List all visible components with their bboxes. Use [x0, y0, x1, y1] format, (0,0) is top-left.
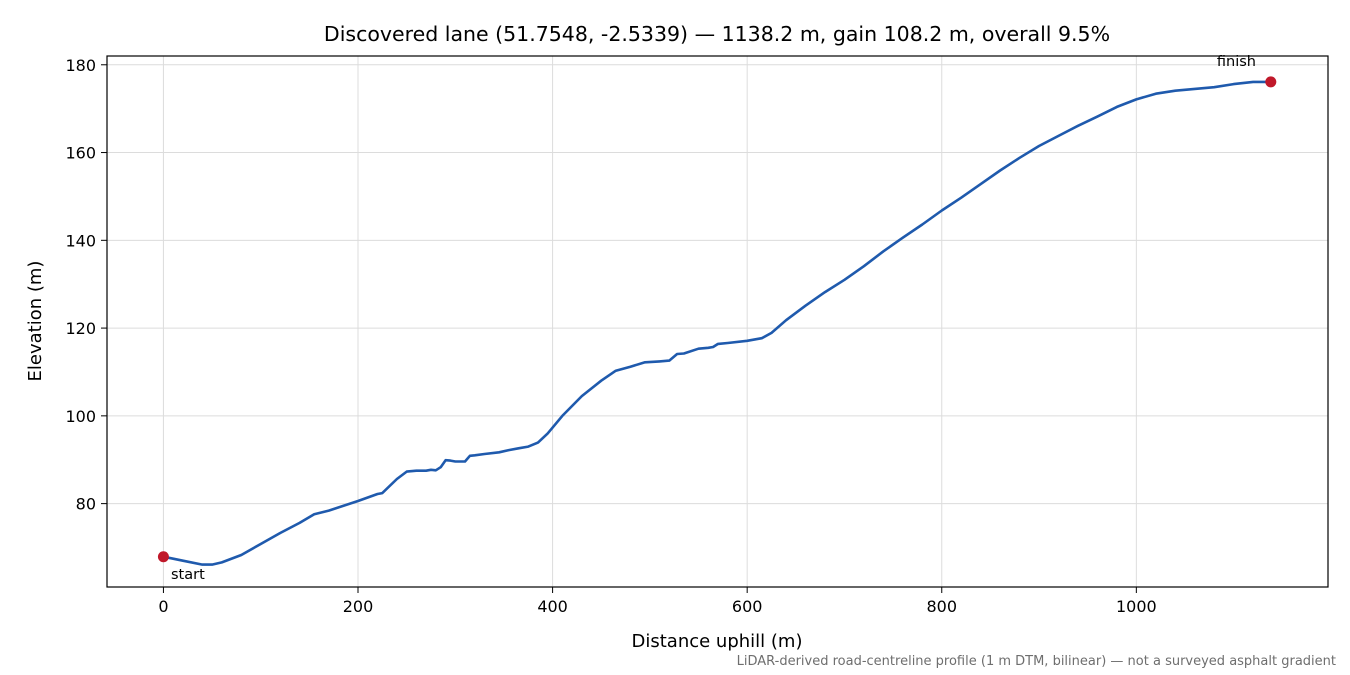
x-tick-label: 1000 [1116, 597, 1157, 616]
y-tick-label: 100 [65, 407, 96, 426]
start-marker [157, 551, 169, 563]
y-tick-label: 160 [65, 144, 96, 163]
chart-title: Discovered lane (51.7548, -2.5339) — 113… [324, 22, 1110, 46]
footnote: LiDAR-derived road-centreline profile (1… [737, 654, 1336, 669]
axis-ticks: 0 200 400 600 800 1000 80 100 120 140 160 180 [65, 56, 1156, 616]
y-tick-label: 120 [65, 319, 96, 338]
y-tick-label: 80 [76, 495, 96, 514]
y-axis-label: Elevation (m) [25, 261, 46, 382]
y-tick-label: 140 [65, 231, 96, 250]
start-annotation: start [171, 567, 205, 583]
x-tick-label: 400 [537, 597, 568, 616]
x-tick-label: 0 [158, 597, 168, 616]
grid-lines [107, 56, 1328, 587]
elevation-line [162, 80, 1273, 566]
x-axis-label: Distance uphill (m) [632, 631, 803, 652]
y-tick-label: 180 [65, 56, 96, 75]
series-layer [157, 76, 1277, 566]
plot-frame [106, 55, 1329, 588]
x-tick-label: 800 [926, 597, 957, 616]
finish-annotation: finish [1217, 54, 1256, 70]
x-tick-label: 200 [343, 597, 374, 616]
x-tick-label: 600 [732, 597, 763, 616]
finish-marker [1265, 76, 1277, 88]
